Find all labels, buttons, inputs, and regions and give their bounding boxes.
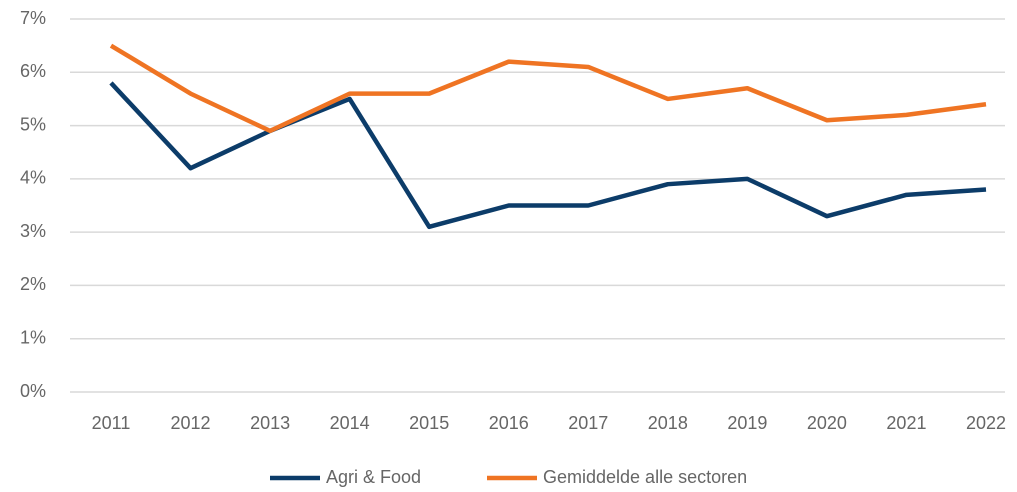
legend-label: Agri & Food: [326, 467, 421, 487]
legend-label: Gemiddelde alle sectoren: [543, 467, 747, 487]
y-tick-label: 7%: [20, 8, 46, 28]
y-tick-label: 5%: [20, 114, 46, 134]
y-tick-label: 2%: [20, 274, 46, 294]
y-tick-label: 3%: [20, 221, 46, 241]
x-tick-label: 2017: [568, 413, 608, 433]
x-tick-label: 2020: [807, 413, 847, 433]
x-tick-label: 2018: [648, 413, 688, 433]
y-tick-label: 4%: [20, 168, 46, 188]
y-tick-label: 0%: [20, 381, 46, 401]
x-tick-label: 2016: [489, 413, 529, 433]
x-tick-label: 2013: [250, 413, 290, 433]
x-tick-label: 2014: [330, 413, 370, 433]
x-tick-label: 2015: [409, 413, 449, 433]
series-line: [109, 43, 987, 134]
x-tick-label: 2011: [92, 413, 131, 433]
x-tick-label: 2019: [727, 413, 767, 433]
y-tick-label: 1%: [20, 327, 46, 347]
x-tick-label: 2021: [886, 413, 926, 433]
series-line: [109, 81, 987, 230]
y-tick-label: 6%: [20, 61, 46, 81]
x-tick-label: 2022: [966, 413, 1006, 433]
x-tick-label: 2012: [171, 413, 211, 433]
